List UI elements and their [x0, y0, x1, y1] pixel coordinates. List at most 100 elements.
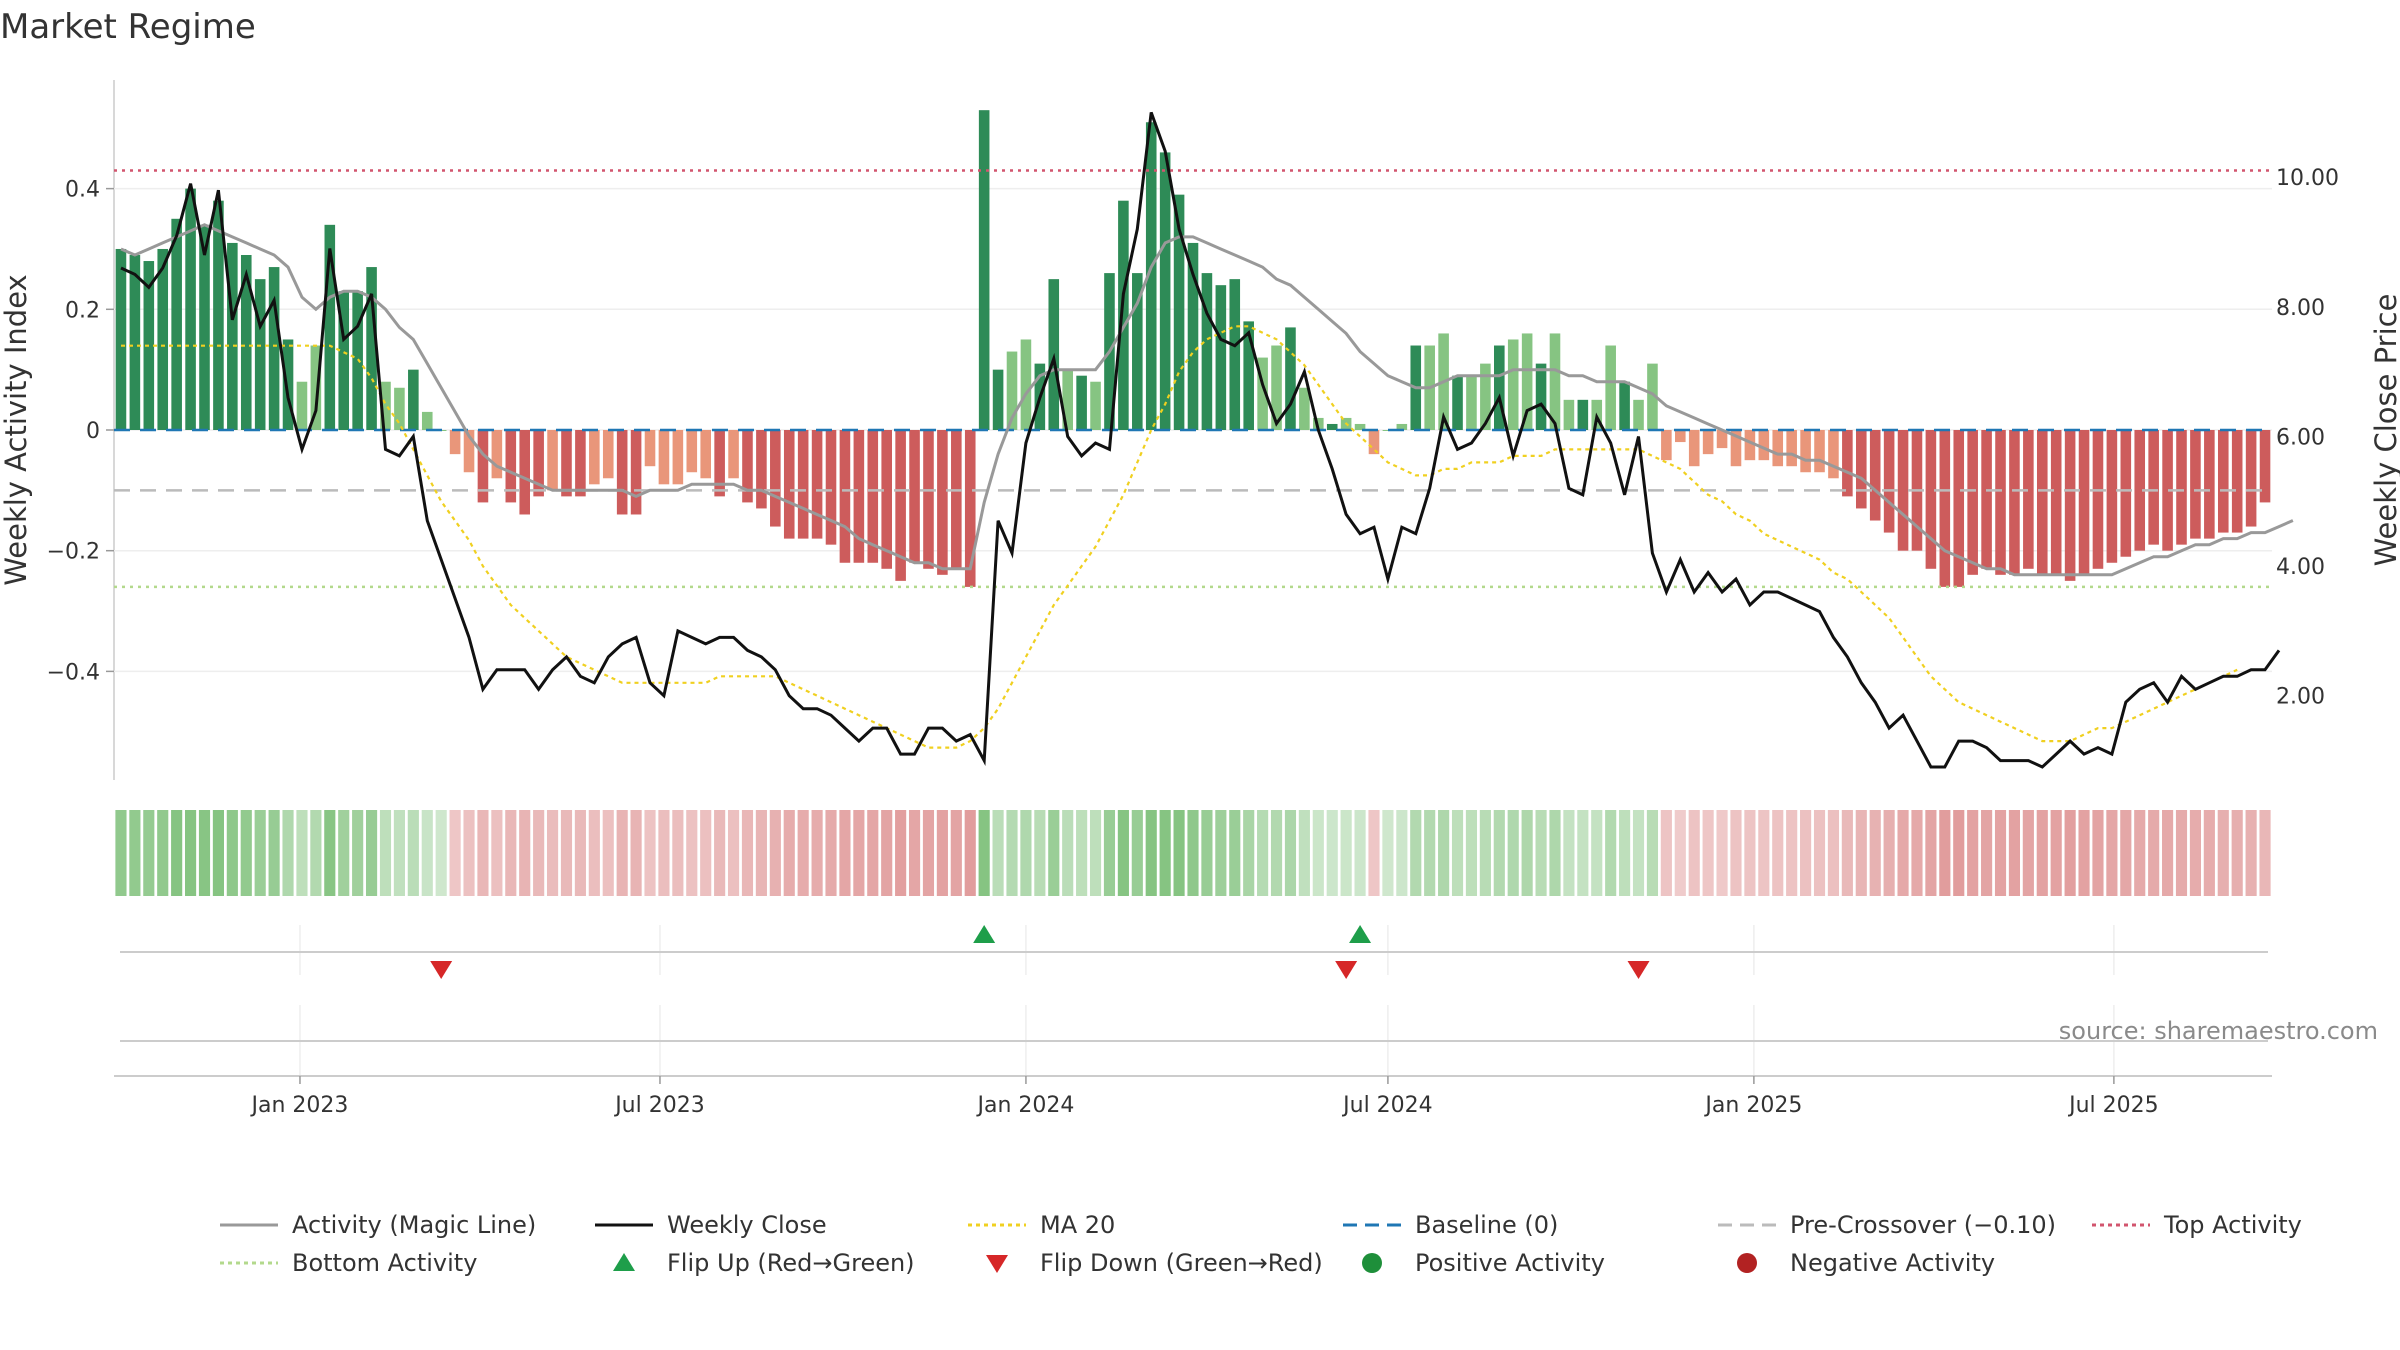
activity-bar — [1132, 273, 1143, 430]
regime-cell — [240, 810, 252, 896]
activity-bar — [2245, 430, 2257, 527]
legend-item: Flip Up (Red→Green) — [613, 1249, 915, 1277]
regime-cell — [1465, 810, 1478, 896]
regime-cell — [2148, 810, 2160, 896]
activity-bar — [2106, 430, 2118, 563]
legend-label: Activity (Magic Line) — [292, 1211, 536, 1239]
activity-bar — [157, 248, 169, 430]
activity-bar — [839, 430, 851, 563]
activity-bar — [519, 430, 531, 515]
activity-bar — [783, 430, 795, 539]
regime-cell — [365, 810, 378, 896]
regime-cell — [769, 810, 781, 896]
regime-cell — [1883, 810, 1895, 896]
activity-bar — [533, 430, 544, 497]
source-label: source: sharemaestro.com — [2059, 1017, 2378, 1045]
x-tick-label: Jan 2025 — [1703, 1093, 1802, 1118]
activity-bar — [951, 430, 962, 569]
regime-cell — [881, 810, 893, 896]
y-left-tick-label: 0.4 — [65, 178, 100, 203]
legend-triangle-up-icon — [613, 1253, 635, 1271]
regime-cell — [1674, 810, 1686, 896]
y-left-tick-label: −0.4 — [47, 660, 100, 685]
regime-cell — [546, 810, 559, 896]
magic-line — [120, 223, 2294, 577]
regime-cell — [282, 810, 294, 896]
legend-label: Negative Activity — [1790, 1249, 1995, 1277]
activity-bar — [700, 430, 712, 479]
activity-bar — [1535, 363, 1547, 430]
activity-bar — [2204, 430, 2215, 539]
activity-bar — [1285, 327, 1296, 430]
activity-bar — [2023, 430, 2034, 569]
activity-bar — [1577, 399, 1589, 430]
activity-bar — [1563, 399, 1575, 430]
regime-strip — [115, 810, 2271, 896]
activity-bar — [227, 242, 238, 430]
y-right-tick-label: 2.00 — [2276, 685, 2325, 710]
regime-cell — [1577, 810, 1589, 896]
activity-bar — [185, 188, 196, 430]
regime-cell — [727, 810, 740, 896]
regime-cell — [1187, 810, 1199, 896]
regime-cell — [1382, 810, 1394, 896]
regime-cell — [352, 810, 364, 896]
y-left-axis-title: Weekly Activity Index — [0, 274, 33, 585]
legend-item: Top Activity — [2092, 1211, 2302, 1239]
regime-cell — [435, 810, 447, 896]
activity-bar — [1076, 375, 1087, 430]
activity-bar — [2009, 430, 2020, 575]
y-left-tick-label: 0.2 — [65, 298, 100, 323]
regime-cell — [324, 810, 336, 896]
regime-cell — [2008, 810, 2021, 896]
activity-bar — [1062, 369, 1073, 430]
activity-bar — [1967, 430, 1978, 575]
regime-cell — [379, 810, 392, 896]
activity-bar — [1786, 430, 1797, 467]
activity-bar — [923, 430, 934, 569]
activity-bar — [1828, 430, 1839, 479]
regime-cell — [1521, 810, 1533, 896]
regime-cell — [1507, 810, 1519, 896]
activity-bar — [2050, 430, 2062, 575]
activity-bar — [1006, 351, 1018, 430]
activity-bar — [1897, 430, 1909, 551]
legend-label: Baseline (0) — [1415, 1211, 1558, 1239]
activity-bar — [1661, 430, 1672, 461]
regime-cell — [1062, 810, 1074, 896]
activity-bar — [115, 248, 127, 430]
regime-cell — [658, 810, 670, 896]
regime-cell — [1410, 810, 1422, 896]
regime-cell — [407, 810, 419, 896]
regime-cell — [922, 810, 935, 896]
regime-cell — [1813, 810, 1826, 896]
activity-bar — [811, 430, 823, 539]
activity-bar — [2036, 430, 2048, 575]
regime-cell — [212, 810, 224, 896]
x-tick-label: Jul 2025 — [2067, 1093, 2159, 1118]
regime-cell — [908, 810, 921, 896]
regime-cell — [2064, 810, 2076, 896]
activity-bar — [575, 430, 586, 497]
regime-cell — [2120, 810, 2132, 896]
activity-bar — [1326, 423, 1338, 430]
regime-cell — [2203, 810, 2215, 896]
regime-cell — [1451, 810, 1464, 896]
flip-markers-panel — [120, 925, 2268, 979]
regime-cell — [644, 810, 656, 896]
regime-cell — [895, 810, 907, 896]
activity-bar — [1953, 430, 1965, 587]
activity-bar — [1925, 430, 1937, 569]
regime-cell — [1034, 810, 1046, 896]
activity-bar — [672, 430, 684, 485]
activity-bar — [463, 430, 475, 473]
y-right-axis-title: Weekly Close Price — [2369, 294, 2400, 567]
activity-bar — [644, 430, 656, 467]
y-left-tick-label: −0.2 — [47, 540, 100, 565]
legend-item: MA 20 — [968, 1211, 1115, 1239]
regime-cell — [1103, 810, 1116, 896]
x-tick-label: Jul 2023 — [613, 1093, 705, 1118]
legend-label: Top Activity — [2163, 1211, 2302, 1239]
activity-bar — [1173, 194, 1185, 430]
legend-item: Pre-Crossover (−0.10) — [1718, 1211, 2056, 1239]
